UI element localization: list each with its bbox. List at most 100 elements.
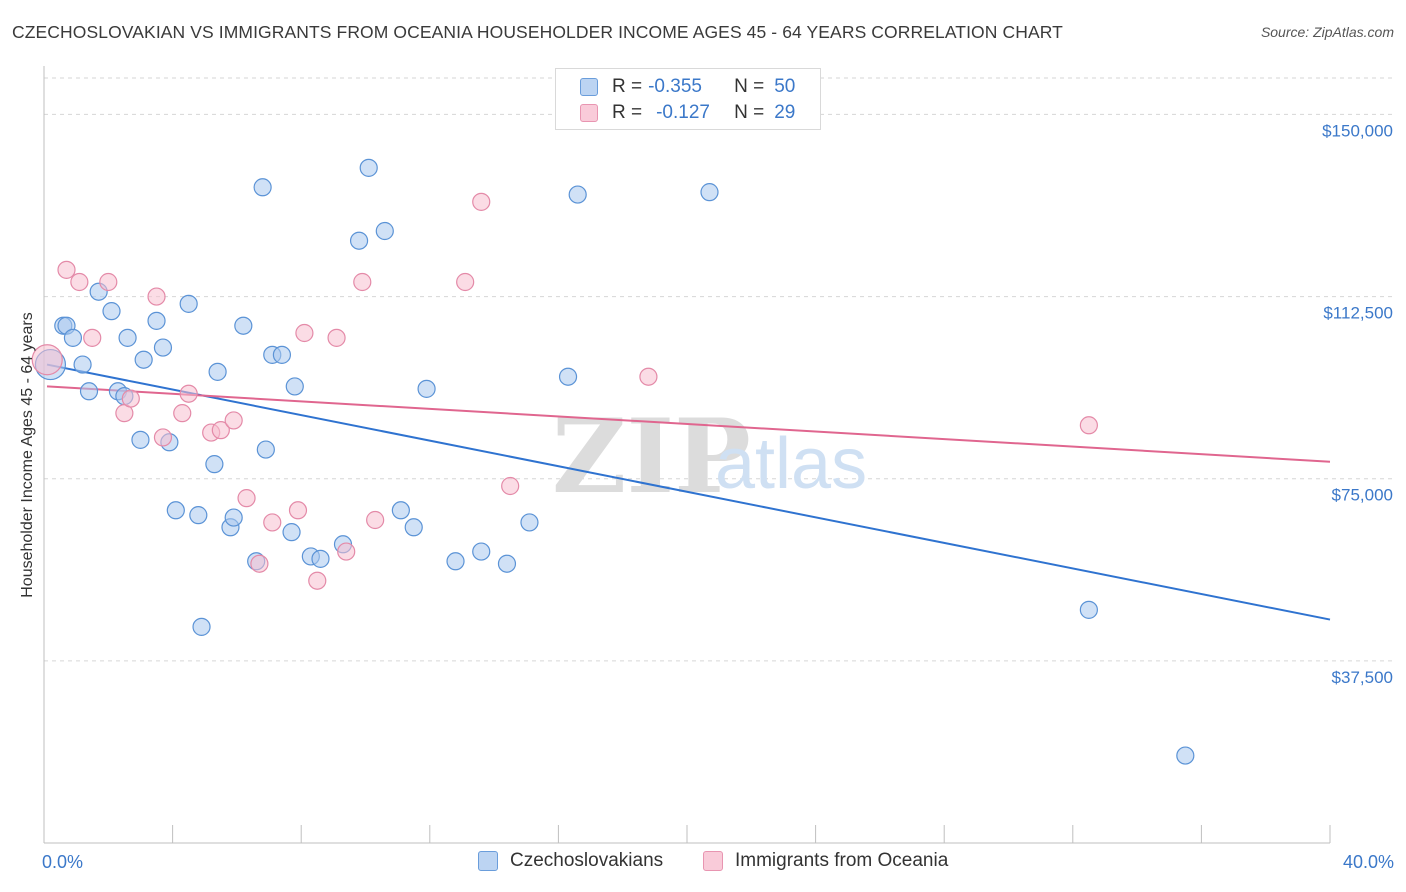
legend-n-label: N = xyxy=(734,102,765,123)
point-oceania xyxy=(501,476,520,496)
point-czechoslovakian xyxy=(472,542,491,561)
point-czechoslovakian xyxy=(208,362,227,381)
chart-title: CZECHOSLOVAKIAN VS IMMIGRANTS FROM OCEAN… xyxy=(12,22,1063,42)
trend-lines xyxy=(46,363,1331,621)
point-czechoslovakian xyxy=(375,221,394,241)
point-oceania xyxy=(179,384,198,403)
point-oceania xyxy=(173,404,192,423)
point-oceania xyxy=(337,542,356,561)
point-oceania xyxy=(211,421,230,440)
point-czechoslovakian xyxy=(166,501,185,520)
x-axis-max-label: 40.0% xyxy=(1342,852,1394,872)
y-tick-label: $150,000 xyxy=(1322,121,1393,140)
point-czechoslovakian xyxy=(253,178,272,197)
point-czechoslovakian xyxy=(497,554,517,573)
y-tick-label: $37,500 xyxy=(1332,668,1393,687)
legend-swatch-blue xyxy=(580,78,598,96)
legend-row-czechoslovakians: R = -0.355 N = 50 xyxy=(580,74,795,100)
point-czechoslovakian xyxy=(520,513,539,532)
y-tick-label: $112,500 xyxy=(1323,304,1393,323)
point-oceania xyxy=(263,513,282,532)
point-oceania xyxy=(366,510,385,530)
axes xyxy=(43,66,1331,844)
point-oceania xyxy=(353,272,372,292)
point-oceania xyxy=(250,554,269,573)
point-czechoslovakian xyxy=(285,377,304,396)
series-legend-label: Czechoslovakians xyxy=(510,850,664,871)
point-oceania xyxy=(1079,416,1098,435)
point-czechoslovakian xyxy=(349,231,369,250)
point-oceania xyxy=(295,323,314,343)
point-czechoslovakian xyxy=(147,311,166,330)
point-oceania xyxy=(70,272,89,292)
y-axis-label: Householder Income Ages 45 - 64 years xyxy=(19,312,36,598)
point-oceania xyxy=(456,272,475,292)
legend-n-label: N = xyxy=(734,76,765,97)
point-czechoslovakian xyxy=(73,355,92,374)
point-oceania xyxy=(31,344,63,376)
series-legend-oceania: Immigrants from Oceania xyxy=(703,850,948,872)
point-oceania xyxy=(327,328,346,347)
series-swatch-blue xyxy=(478,851,498,871)
correlation-legend: R = -0.355 N = 50 R = -0.127 N = 29 xyxy=(555,68,821,130)
point-oceania xyxy=(147,287,166,306)
point-oceania xyxy=(308,571,327,590)
point-czechoslovakian xyxy=(79,382,99,401)
point-czechoslovakian xyxy=(1079,600,1098,619)
legend-swatch-pink xyxy=(580,104,598,122)
point-czechoslovakian xyxy=(568,185,587,204)
point-czechoslovakian xyxy=(153,338,173,357)
watermark: ZIP atlas xyxy=(552,397,867,517)
point-czechoslovakian xyxy=(131,430,150,449)
point-oceania xyxy=(57,260,76,279)
point-oceania xyxy=(121,389,140,408)
point-czechoslovakian xyxy=(700,183,719,202)
point-oceania xyxy=(639,367,658,386)
series-swatch-pink xyxy=(703,851,723,871)
grid-lines xyxy=(44,77,1395,662)
legend-r-value: -0.127 xyxy=(656,102,710,123)
point-czechoslovakian xyxy=(205,455,224,474)
series-legend-label: Immigrants from Oceania xyxy=(735,850,949,871)
point-oceania xyxy=(153,428,173,447)
x-axis-min-label: 0.0% xyxy=(42,852,84,872)
point-czechoslovakian xyxy=(224,508,243,527)
legend-r-label: R = xyxy=(612,76,643,97)
point-czechoslovakian xyxy=(282,523,301,542)
chart-source: Source: ZipAtlas.com xyxy=(1260,24,1394,40)
point-czechoslovakian xyxy=(417,379,436,398)
point-czechoslovakian xyxy=(189,506,208,525)
point-czechoslovakian xyxy=(256,440,275,459)
point-czechoslovakian xyxy=(311,549,330,568)
data-points xyxy=(31,158,1195,765)
series-legend: Czechoslovakians Immigrants from Oceania xyxy=(0,850,1406,878)
trend-line-oceania xyxy=(46,385,1331,463)
point-czechoslovakian xyxy=(272,345,292,364)
point-czechoslovakian xyxy=(134,350,153,369)
watermark-atlas: atlas xyxy=(715,424,867,504)
point-czechoslovakian xyxy=(558,367,578,386)
point-czechoslovakian xyxy=(391,501,410,520)
point-oceania xyxy=(288,501,308,520)
trend-line-czechoslovakian xyxy=(46,363,1331,621)
point-oceania xyxy=(99,272,118,292)
legend-row-oceania: R = -0.127 N = 29 xyxy=(580,100,795,126)
point-czechoslovakian xyxy=(1176,746,1195,765)
point-czechoslovakian xyxy=(179,294,198,313)
point-oceania xyxy=(472,192,491,211)
y-tick-label: $75,000 xyxy=(1332,486,1393,505)
point-czechoslovakian xyxy=(404,518,423,537)
point-czechoslovakian xyxy=(192,617,211,636)
point-czechoslovakian xyxy=(359,158,378,177)
point-czechoslovakian xyxy=(102,302,121,321)
point-czechoslovakian xyxy=(63,328,83,347)
point-czechoslovakian xyxy=(118,328,137,347)
series-legend-czechoslovakians: Czechoslovakians xyxy=(478,850,663,872)
point-oceania xyxy=(224,411,243,430)
legend-r-label: R = xyxy=(612,102,643,123)
legend-n-value: 50 xyxy=(774,76,796,97)
point-czechoslovakian xyxy=(446,552,465,571)
point-oceania xyxy=(237,489,256,508)
point-oceania xyxy=(83,328,102,347)
